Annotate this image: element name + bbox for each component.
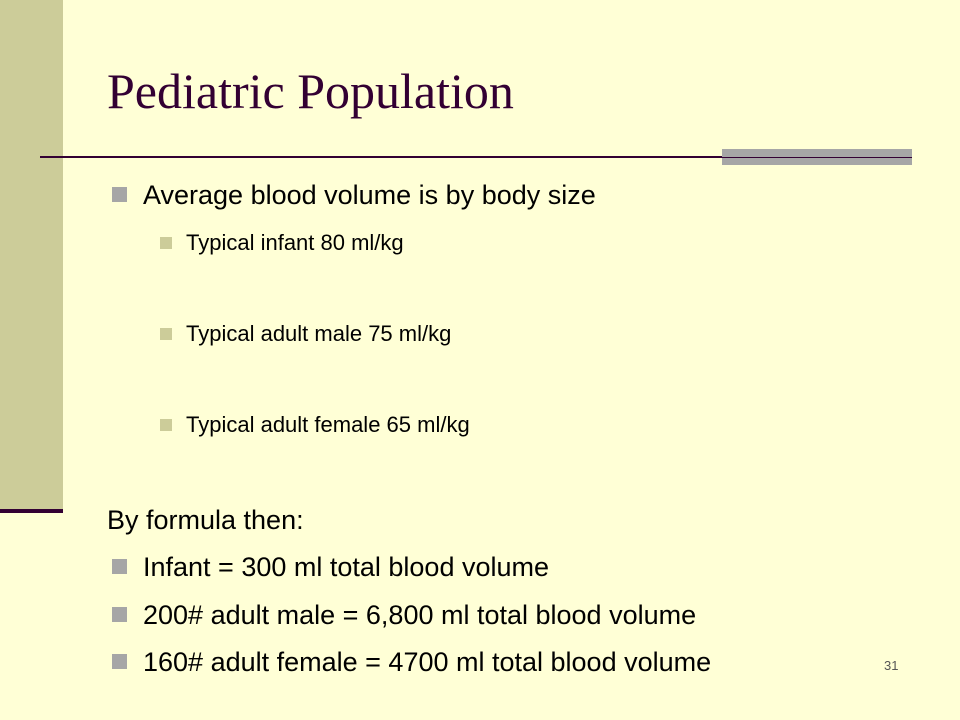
slide-number: 31 bbox=[884, 658, 899, 673]
side-stripe bbox=[0, 0, 63, 510]
sub-bullet bbox=[160, 328, 172, 340]
formula-heading: By formula then: bbox=[107, 505, 304, 535]
sub-bullet-text: Typical adult female 65 ml/kg bbox=[186, 412, 470, 437]
bullet bbox=[112, 559, 127, 574]
sub-bullet-text: Typical infant 80 ml/kg bbox=[186, 230, 404, 255]
bullet bbox=[112, 654, 127, 669]
bullet-text: 200# adult male = 6,800 ml total blood v… bbox=[143, 599, 697, 630]
slide-title: Pediatric Population bbox=[107, 63, 514, 119]
bullet bbox=[112, 187, 127, 202]
bullet-text: Infant = 300 ml total blood volume bbox=[143, 552, 550, 582]
side-stripe-line bbox=[0, 509, 63, 513]
sub-bullet-text: Typical adult male 75 ml/kg bbox=[186, 321, 452, 346]
sub-bullet bbox=[160, 419, 172, 431]
title-rule bbox=[40, 156, 912, 158]
bullet-text: 160# adult female = 4700 ml total blood … bbox=[143, 647, 712, 677]
title-rule-line bbox=[722, 157, 912, 158]
sub-bullet bbox=[160, 237, 172, 249]
bullet bbox=[112, 606, 127, 622]
bullet-text: Average blood volume is by body size bbox=[143, 180, 596, 210]
